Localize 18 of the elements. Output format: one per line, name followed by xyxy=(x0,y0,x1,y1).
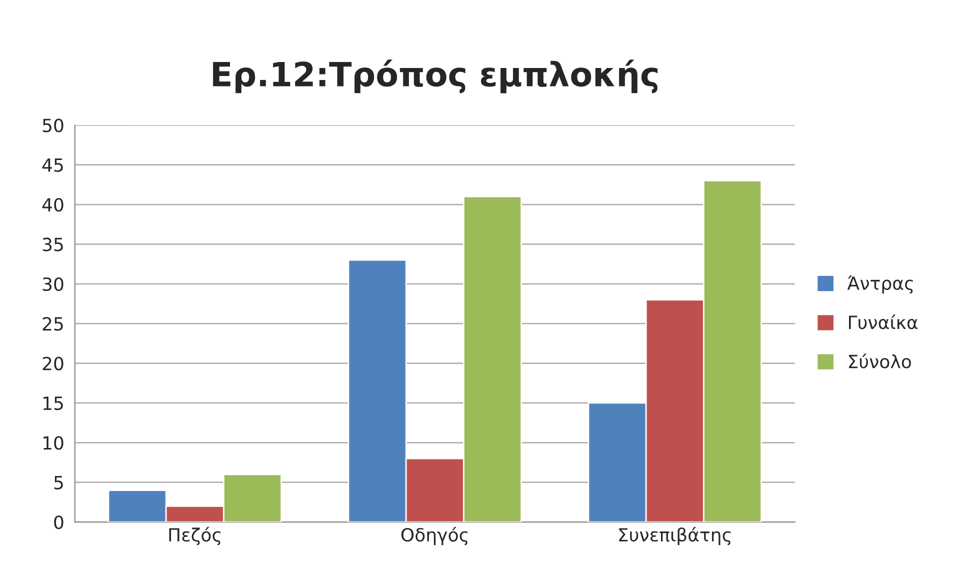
y-tick-label: 40 xyxy=(42,198,64,212)
y-tick-label: 30 xyxy=(42,277,64,292)
y-tick-label: 35 xyxy=(42,238,63,252)
y-tick-label: 20 xyxy=(42,356,64,370)
legend-label: Σύνολο xyxy=(848,354,911,368)
x-tick-label: Πεζός xyxy=(169,526,220,546)
y-tick-label: 50 xyxy=(42,118,64,132)
y-tick-label: 5 xyxy=(54,476,63,490)
y-tick-label: 0 xyxy=(54,516,64,530)
y-tick-label: 25 xyxy=(42,317,63,331)
legend-label: Άντρας xyxy=(847,275,913,294)
y-tick-label: 10 xyxy=(43,436,64,450)
x-tick-label: Οδηγός xyxy=(401,526,468,546)
legend-label: Γυναίκα xyxy=(848,314,918,330)
y-tick-label: 15 xyxy=(43,396,63,410)
y-tick-label: 45 xyxy=(42,158,63,172)
x-tick-label: Συνεπιβάτης xyxy=(619,526,731,546)
chart-title: Ερ.12:Τρόπος εμπλοκής xyxy=(213,60,658,94)
